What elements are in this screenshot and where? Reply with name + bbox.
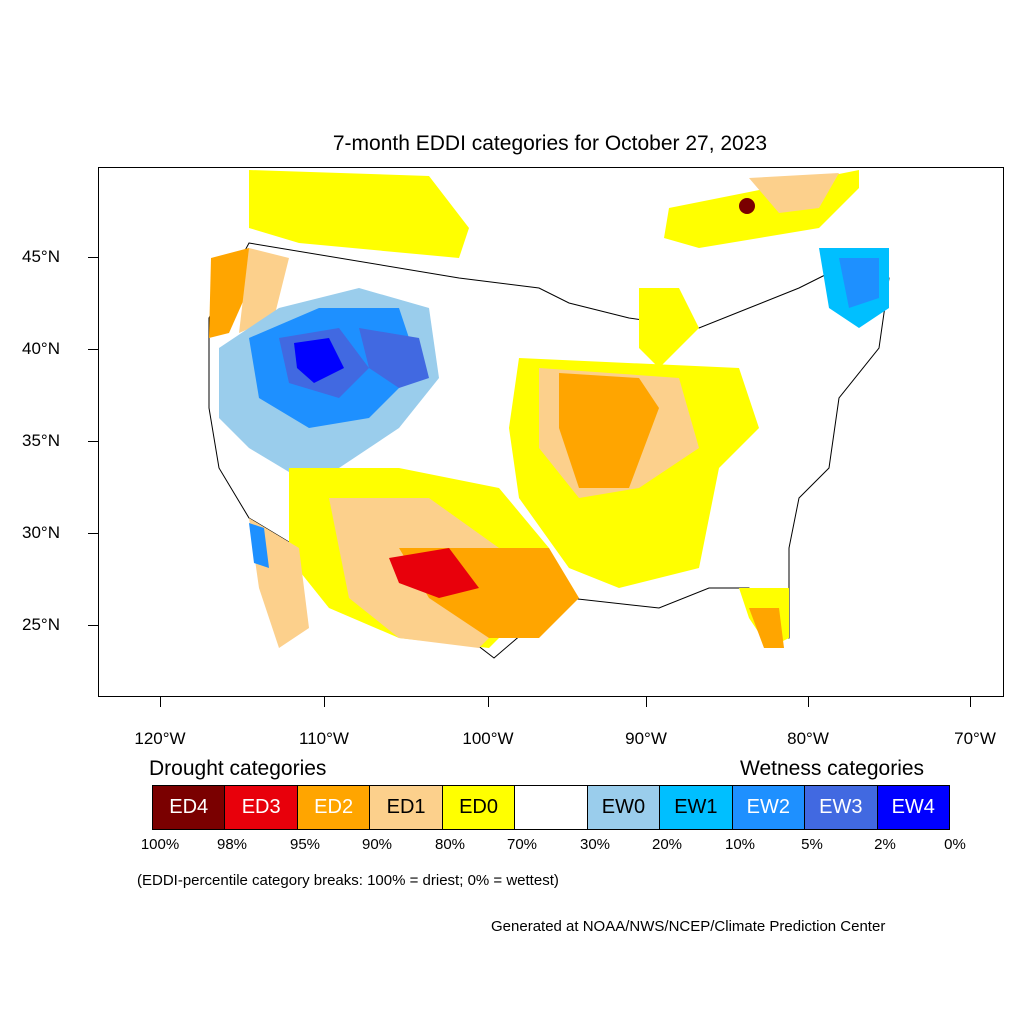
pnw-orange [209, 248, 249, 338]
lon-label-100: 100°W [462, 729, 514, 748]
eddi-map [208, 170, 890, 659]
florida-ed2 [749, 608, 784, 648]
legend-cat-ed3: ED3 [225, 786, 298, 829]
legend-cat-ew4: EW4 [877, 786, 949, 829]
lat-label-25: 25°N [22, 615, 60, 634]
pct-label: 70% [506, 836, 538, 853]
lat-label-35: 35°N [22, 431, 60, 450]
great-basin-ew4 [294, 338, 344, 383]
legend-cat-ed1: ED1 [370, 786, 443, 829]
lon-tick-100 [488, 697, 489, 707]
pct-label: 30% [579, 836, 611, 853]
pct-label: 90% [361, 836, 393, 853]
pct-label: 100% [140, 836, 180, 853]
lat-label-30: 30°N [22, 523, 60, 542]
lat-label-45: 45°N [22, 247, 60, 266]
baja-ew [249, 523, 269, 568]
lon-tick-120 [160, 697, 161, 707]
great-lakes-ed0 [639, 288, 699, 368]
pct-label: 20% [651, 836, 683, 853]
lon-label-120: 120°W [134, 729, 186, 748]
map-title: 7-month EDDI categories for October 27, … [332, 132, 768, 155]
pct-label: 0% [944, 836, 966, 853]
category-note: (EDDI-percentile category breaks: 100% =… [137, 872, 559, 889]
lon-label-90: 90°W [625, 729, 667, 748]
legend-cat-neutral [515, 786, 588, 829]
lon-label-80: 80°W [787, 729, 829, 748]
legend-cat-ed2: ED2 [297, 786, 371, 829]
midwest-ed2 [559, 373, 659, 488]
legend-cat-ew2: EW2 [732, 786, 806, 829]
map-panel [98, 167, 1004, 697]
legend-cat-ed0: ED0 [442, 786, 516, 829]
lat-label-40: 40°N [22, 339, 60, 358]
lat-tick-45 [88, 257, 98, 258]
lat-tick-25 [88, 625, 98, 626]
wetness-heading: Wetness categories [740, 757, 925, 780]
texas-ed3 [389, 548, 479, 598]
pct-label: 80% [434, 836, 466, 853]
lon-tick-90 [646, 697, 647, 707]
pct-label: 10% [724, 836, 756, 853]
category-legend-bar: ED4 ED3 ED2 ED1 ED0 EW0 EW1 EW2 EW3 EW4 [152, 785, 950, 830]
drought-heading: Drought categories [149, 757, 327, 780]
lat-tick-30 [88, 533, 98, 534]
lat-tick-35 [88, 441, 98, 442]
lon-label-70: 70°W [954, 729, 996, 748]
ontario-dry-spot [739, 198, 755, 214]
credit-line: Generated at NOAA/NWS/NCEP/Climate Predi… [491, 918, 886, 935]
legend-cat-ew1: EW1 [660, 786, 733, 829]
wyoming-ew3 [359, 328, 429, 388]
pct-label: 5% [801, 836, 823, 853]
east-canada-orange [749, 173, 839, 213]
pct-label: 98% [216, 836, 248, 853]
legend-cat-ew0: EW0 [587, 786, 661, 829]
lon-tick-70 [970, 697, 971, 707]
lon-tick-80 [808, 697, 809, 707]
lon-label-110: 110°W [299, 729, 349, 748]
legend-cat-ew3: EW3 [805, 786, 878, 829]
lat-tick-40 [88, 349, 98, 350]
legend-cat-ed4: ED4 [153, 786, 226, 829]
pct-label: 2% [874, 836, 896, 853]
lon-tick-110 [324, 697, 325, 707]
pct-label: 95% [289, 836, 321, 853]
maine-ew2 [839, 258, 879, 308]
canada-yellow-band [249, 170, 469, 258]
pnw-tan [239, 248, 289, 333]
